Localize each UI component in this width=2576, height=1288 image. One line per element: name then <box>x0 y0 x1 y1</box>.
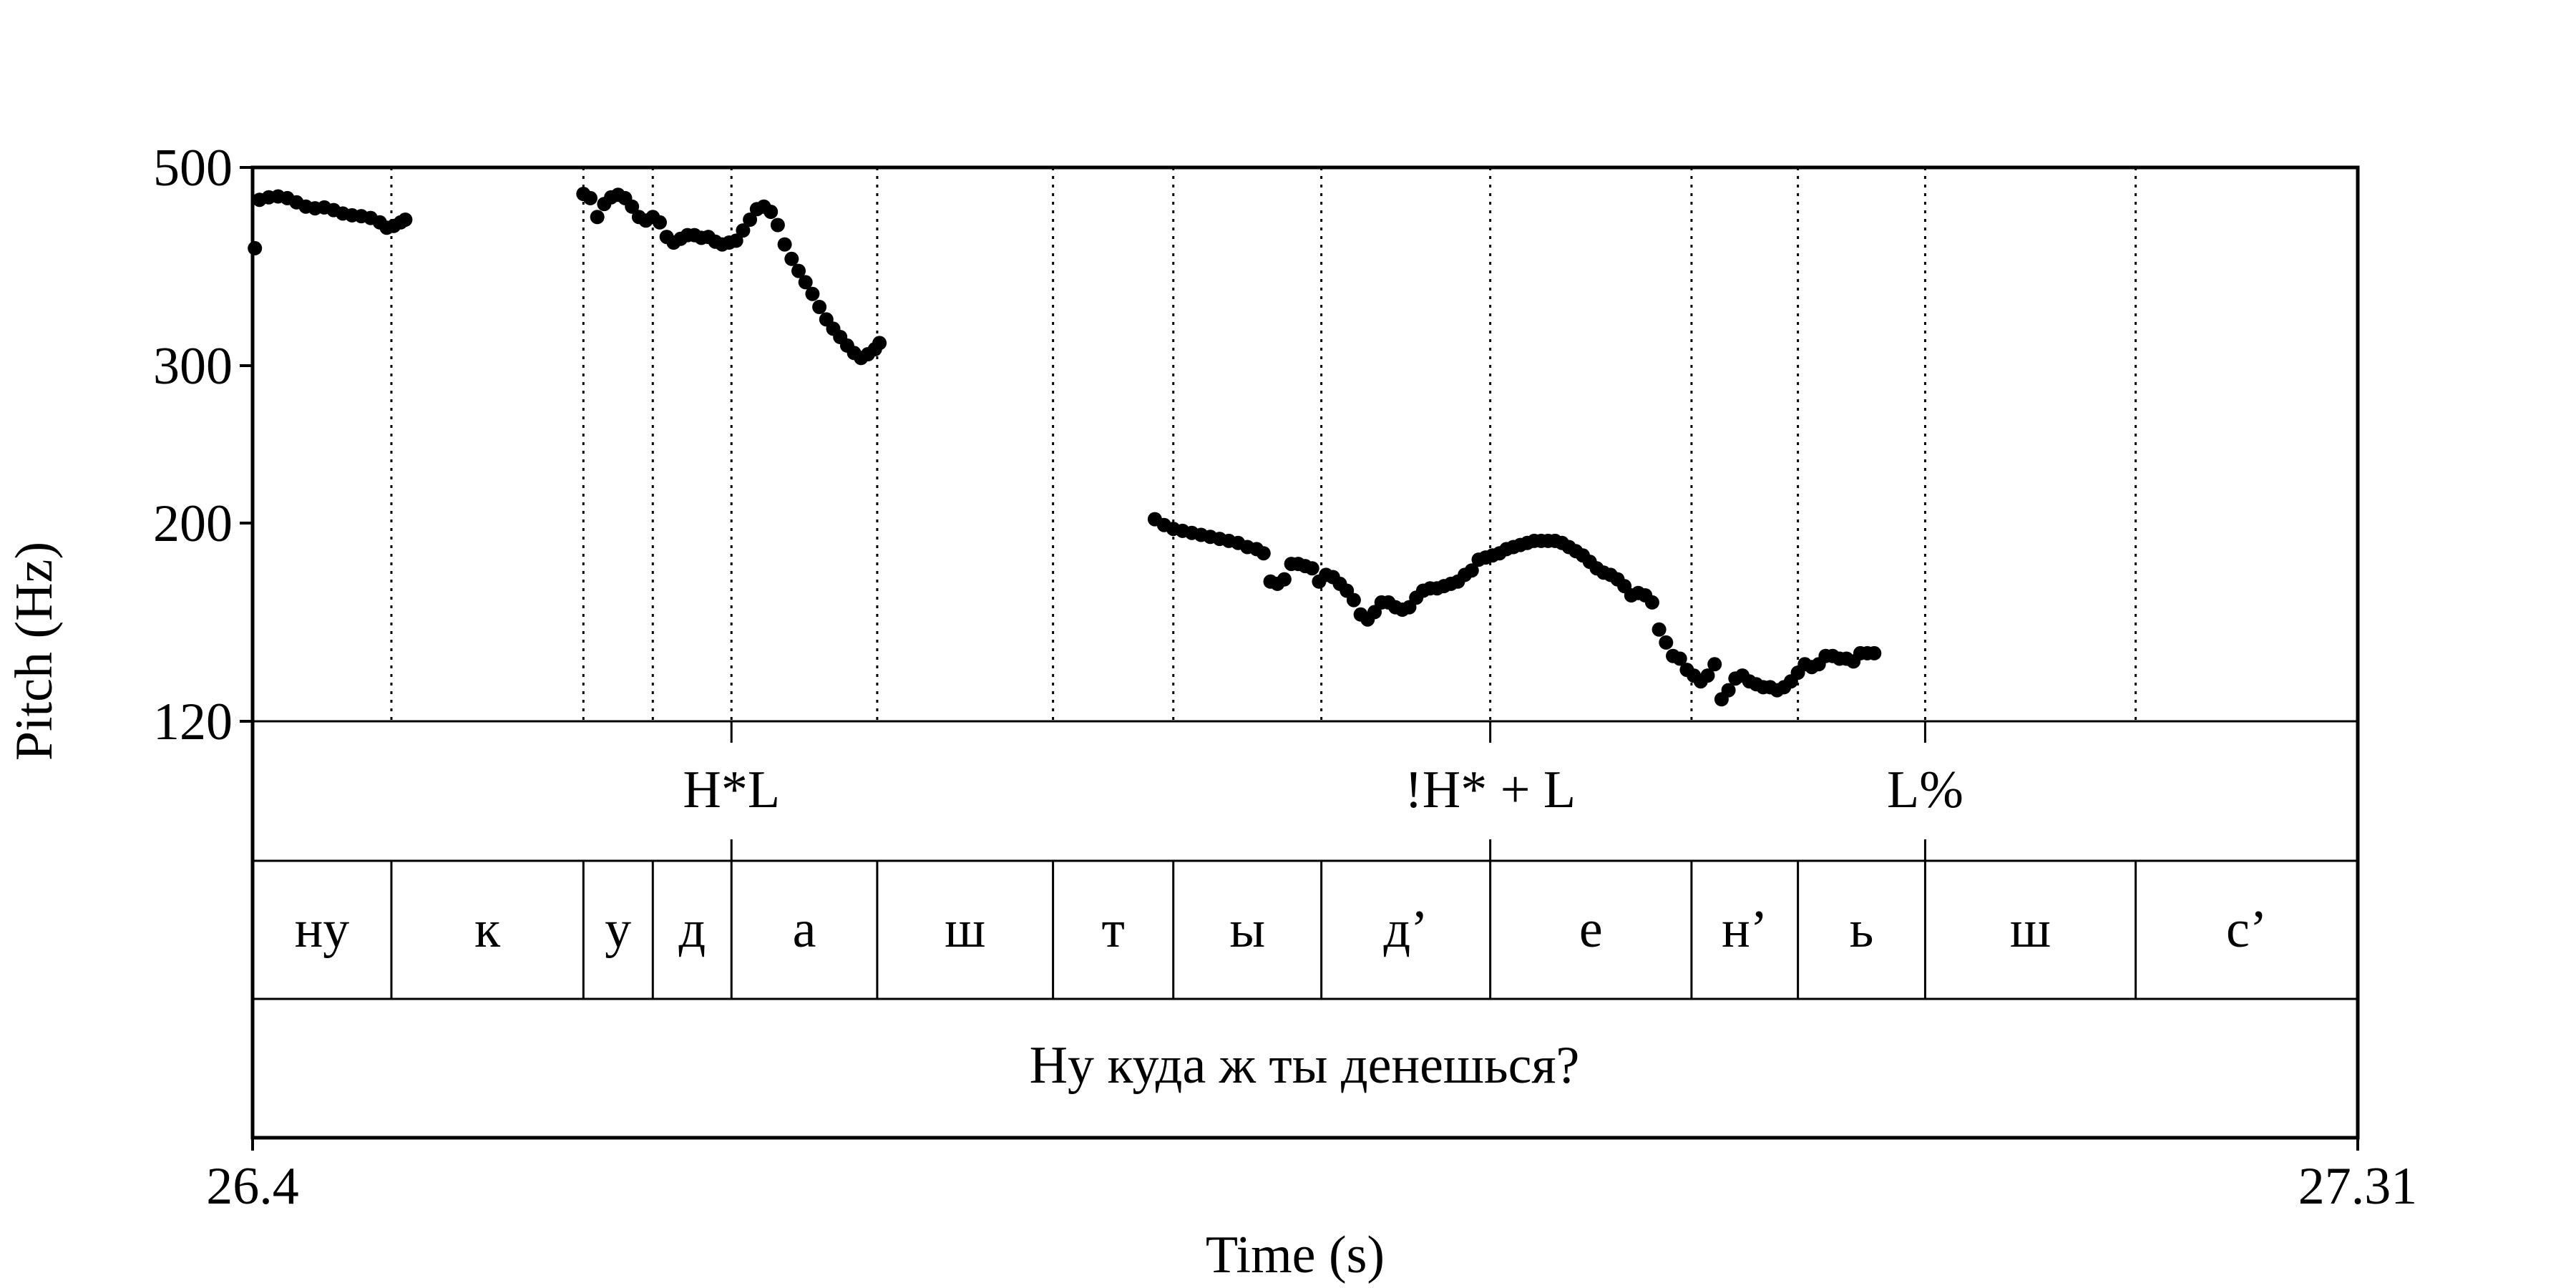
x-axis-label: Time (s) <box>1206 1226 1385 1284</box>
pitch-point <box>583 190 597 205</box>
tone-label: !H* + L <box>1405 761 1576 819</box>
segment-label: к <box>474 900 501 959</box>
y-tick-label: 300 <box>153 337 233 396</box>
plot-frame <box>250 165 2360 1140</box>
segment-label: д’ <box>1383 900 1428 959</box>
pitch-point <box>798 275 813 290</box>
pitch-point <box>812 300 827 314</box>
pitch-point <box>872 336 887 351</box>
segment-label: е <box>1579 900 1603 959</box>
pitch-point <box>805 286 820 301</box>
pitch-point <box>1464 563 1479 578</box>
pitch-point <box>625 199 640 214</box>
plot-layer <box>390 167 2137 721</box>
pitch-point <box>1867 645 1882 660</box>
segment-label: н’ <box>1722 900 1767 959</box>
segment-label: с’ <box>2226 900 2268 959</box>
pitch-point <box>791 263 806 278</box>
pitch-point <box>1659 635 1674 650</box>
pitch-point <box>1721 683 1736 698</box>
pitch-point <box>1346 592 1361 608</box>
y-tick-label: 120 <box>153 693 233 751</box>
pitch-point <box>590 210 605 225</box>
tone-label: L% <box>1887 761 1963 819</box>
pitch-point <box>653 215 667 230</box>
pitch-point <box>728 233 743 248</box>
pitch-point <box>743 213 758 227</box>
pitch-point <box>763 205 779 219</box>
x-tick-label-end: 27.31 <box>2298 1157 2418 1216</box>
pitch-point <box>398 213 413 227</box>
pitch-point <box>1700 668 1715 683</box>
segment-label: а <box>793 900 816 959</box>
mark-layer <box>248 187 1882 707</box>
x-tick-label-start: 26.4 <box>206 1157 299 1216</box>
segment-label: т <box>1102 900 1125 959</box>
segment-label: ь <box>1850 900 1874 959</box>
pitch-point <box>248 240 263 255</box>
pitch-point <box>1256 546 1271 561</box>
tone-label: H*L <box>683 761 780 819</box>
frame-layer: 120 200 300 500 <box>153 139 2360 1151</box>
pitch-point <box>1652 622 1667 637</box>
pitch-point <box>784 251 799 266</box>
segment-label: у <box>605 900 631 959</box>
segment-label: ну <box>295 900 350 959</box>
y-tick-label: 500 <box>153 139 233 197</box>
pitch-point <box>1707 657 1722 672</box>
segment-label: д <box>678 900 706 959</box>
pitch-point <box>1672 651 1687 666</box>
segment-label: ш <box>2010 900 2051 959</box>
pitch-point <box>770 218 785 233</box>
pitch-point <box>736 223 751 238</box>
pitch-point <box>1644 595 1659 610</box>
tier-layer: H*L !H* + L L% ну к у д а ш т ы д’ е н’ ь ш с’ <box>295 721 2268 999</box>
y-axis-label: Pitch (Hz) <box>5 542 64 761</box>
pitch-point <box>777 237 792 252</box>
sentence-label: Ну куда ж ты денешься? <box>1030 1036 1580 1095</box>
segment-label: ы <box>1229 900 1265 959</box>
segment-label: ш <box>945 900 985 959</box>
y-tick-label: 200 <box>153 494 233 553</box>
pitch-point <box>1304 561 1319 576</box>
pitch-point <box>1277 572 1292 587</box>
